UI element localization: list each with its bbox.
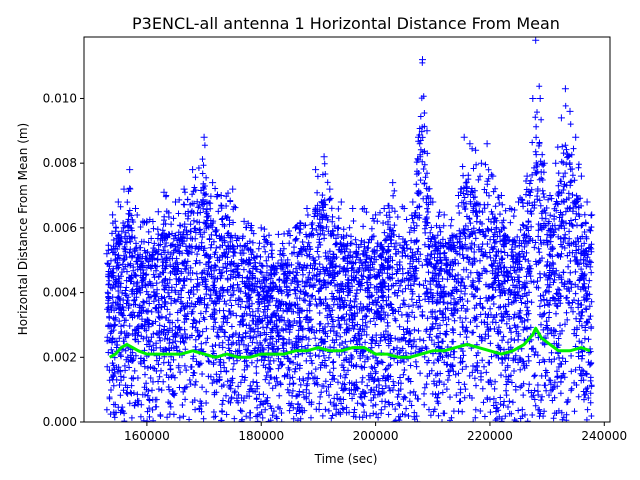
x-tick-label: 160000: [124, 429, 170, 443]
mean-line-layer: [108, 326, 591, 359]
y-tick-label: 0.002: [43, 350, 77, 364]
y-tick-label: 0.010: [43, 91, 77, 105]
x-axis: 160000 180000 200000 220000 240000: [124, 422, 627, 443]
y-tick-label: 0.006: [43, 221, 77, 235]
mean-distance-line: [108, 326, 591, 359]
y-tick-label: 0.004: [43, 286, 77, 300]
y-axis: 0.000 0.002 0.004 0.006 0.008 0.010: [43, 91, 84, 429]
plot-frame: [83, 36, 611, 423]
x-tick-label: 200000: [353, 429, 399, 443]
scatter-points: [103, 37, 596, 422]
y-tick-label: 0.000: [43, 415, 77, 429]
y-tick-label: 0.008: [43, 156, 77, 170]
x-axis-label: Time (sec): [314, 452, 378, 466]
x-tick-label: 240000: [581, 429, 627, 443]
y-axis-label: Horizontal Distance From Mean (m): [16, 123, 30, 335]
x-tick-label: 180000: [238, 429, 284, 443]
chart-title: P3ENCL-all antenna 1 Horizontal Distance…: [132, 14, 560, 33]
x-tick-label: 220000: [467, 429, 513, 443]
scatter-point-markers: [103, 37, 596, 422]
